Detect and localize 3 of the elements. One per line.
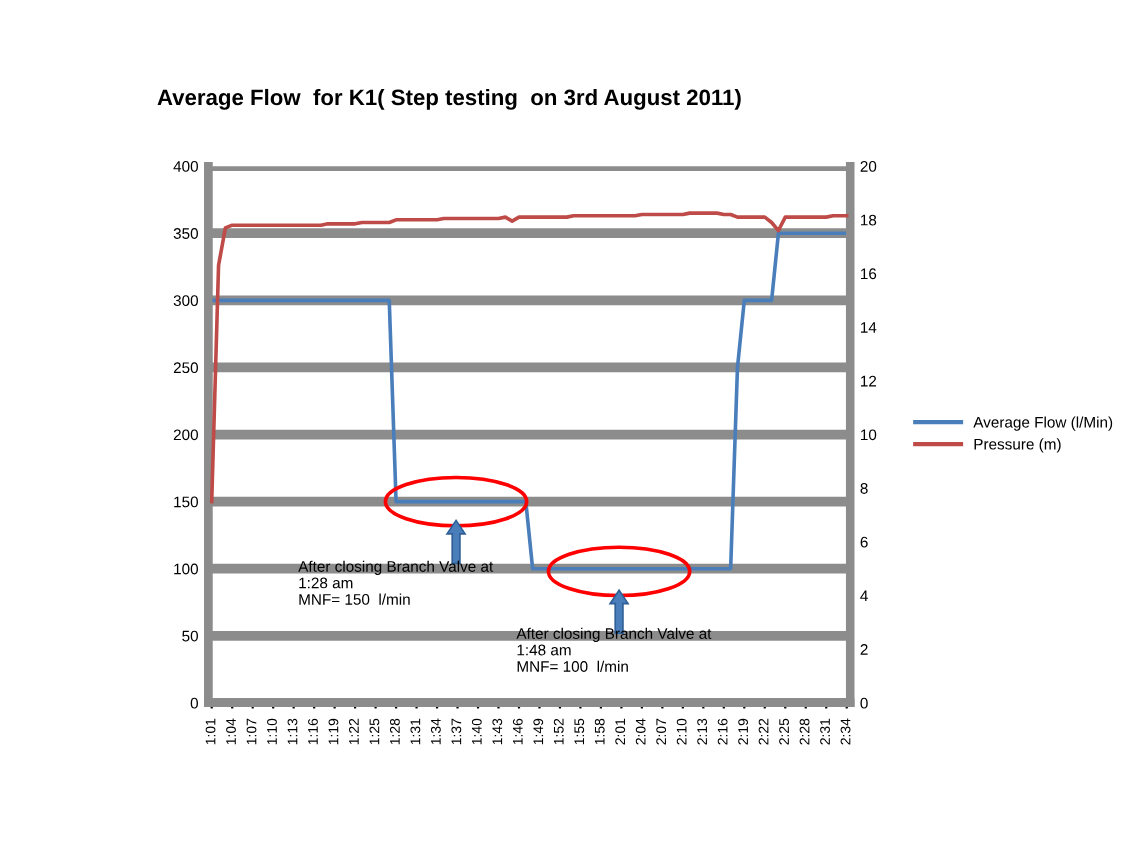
line-series <box>209 231 849 571</box>
line-series <box>209 211 849 504</box>
chart-title: Average Flow for K1( Step testing on 3rd August 2011) <box>157 88 741 110</box>
